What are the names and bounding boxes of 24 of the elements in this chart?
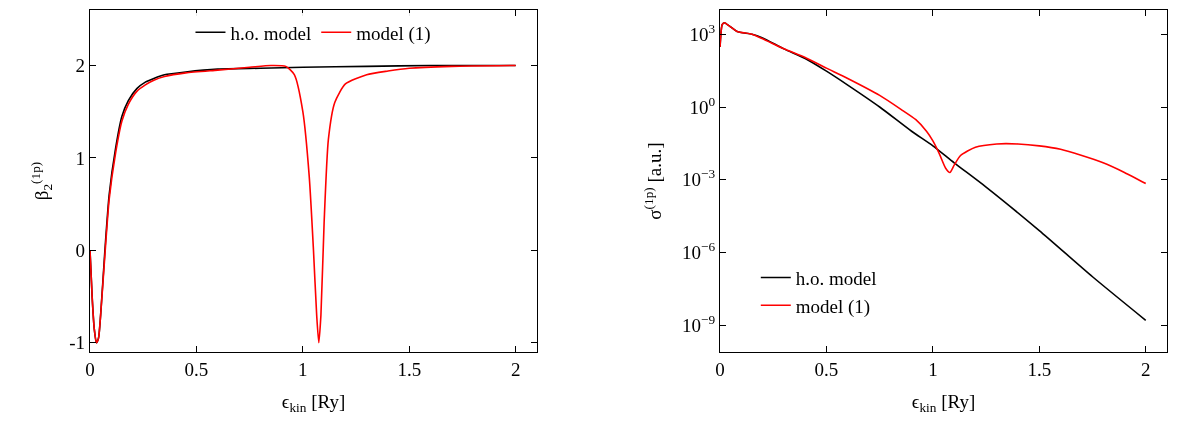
y-tick-label: 0	[75, 239, 86, 261]
y-tick-label: 1	[75, 147, 86, 169]
y-tick-label: 10$^{3}$	[689, 20, 716, 45]
x-tick-label: 1	[928, 358, 938, 380]
legend-label: h.o. model	[795, 267, 877, 289]
legend-label: model (1)	[795, 295, 871, 318]
x-tick-label: 1	[298, 358, 308, 380]
y-tick-label: 10$^{−6}$	[681, 239, 716, 264]
x-axis-title: ϵ$_{kin}$ [Ry]	[911, 390, 976, 415]
line-series	[720, 21, 1147, 185]
y-tick-label: -1	[69, 332, 86, 354]
x-tick-label: 0.5	[814, 358, 839, 380]
y-tick-label: 2	[75, 55, 86, 77]
x-tick-label: 0.5	[184, 358, 209, 380]
legend-label: model (1)	[356, 22, 431, 45]
y-tick-label: 10$^{−3}$	[681, 166, 716, 191]
x-tick-label: 1.5	[1027, 358, 1052, 380]
x-tick-label: 1.5	[397, 358, 422, 380]
x-tick-label: 2	[1140, 358, 1151, 380]
x-axis-title: ϵ$_{kin}$ [Ry]	[281, 390, 346, 415]
y-tick-label: 10$^{0}$	[689, 93, 716, 118]
legend-label: h.o. model	[230, 22, 312, 44]
x-tick-label: 2	[510, 358, 521, 380]
y-tick-label: 10$^{−9}$	[681, 311, 716, 336]
